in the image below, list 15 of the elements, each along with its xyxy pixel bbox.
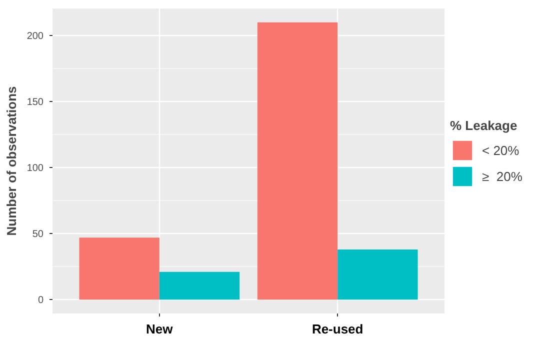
y-tick-label: 50 (32, 229, 44, 240)
legend-label: ≥ 20% (482, 168, 522, 184)
x-tick-label: New (146, 322, 174, 336)
bar (79, 238, 160, 300)
x-tick-label: Re-used (312, 322, 364, 336)
bar (338, 249, 418, 300)
bar (159, 272, 240, 300)
y-tick-label: 100 (26, 163, 44, 174)
y-tick-label: 150 (26, 97, 44, 108)
y-tick-label: 200 (26, 31, 44, 42)
legend-label: < 20% (482, 142, 520, 158)
bar (257, 22, 338, 300)
legend-title: % Leakage (450, 118, 518, 133)
y-tick-label: 0 (38, 295, 44, 306)
y-axis-title: Number of observations (4, 86, 19, 236)
